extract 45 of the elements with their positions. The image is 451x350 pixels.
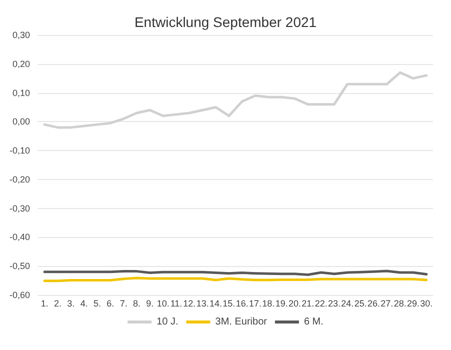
x-tick-label: 4.	[80, 298, 88, 308]
x-tick-label: 27.	[380, 298, 394, 308]
x-tick-label: 16.	[236, 298, 248, 308]
x-tick-label: 6.	[106, 298, 114, 308]
x-tick-label: 18.	[262, 298, 275, 308]
x-tick-label: 13.	[196, 298, 209, 308]
x-tick-label: 25.	[354, 298, 367, 308]
x-tick-label: 7.	[120, 298, 128, 308]
x-tick-label: 15.	[222, 298, 236, 308]
y-tick-label: 0,30	[12, 30, 30, 40]
x-tick-label: 8.	[132, 298, 141, 308]
y-tick-label: 0,00	[12, 116, 30, 127]
legend-label: 3M. Euribor	[215, 316, 268, 328]
x-tick-label: 24.	[341, 298, 354, 308]
x-tick-label: 11.	[170, 298, 182, 308]
x-tick-label: 1.	[40, 298, 48, 308]
x-tick-label: 5.	[93, 298, 102, 308]
x-tick-label: 26.	[367, 298, 380, 308]
x-tick-label: 20.	[288, 298, 302, 308]
x-tick-label: 28.	[394, 298, 406, 308]
y-tick-label: -0,30	[9, 203, 30, 214]
y-tick-label: -0,40	[9, 232, 30, 242]
x-tick-label: 22.	[314, 298, 328, 308]
x-tick-label: 14.	[209, 298, 222, 308]
y-tick-label: -0,20	[9, 174, 30, 184]
legend-label: 10 J.	[156, 316, 178, 328]
y-tick-label: -0,60	[9, 290, 30, 300]
x-tick-label: 12.	[183, 298, 196, 308]
y-tick-label: -0,50	[9, 261, 30, 272]
x-tick-label: 17.	[248, 298, 262, 308]
x-tick-label: 3.	[67, 298, 75, 308]
legend-label: 6 M.	[304, 316, 324, 328]
x-tick-label: 9.	[146, 298, 154, 308]
x-tick-label: 2.	[54, 298, 62, 308]
x-tick-label: 29.	[406, 298, 420, 308]
x-tick-label: 23.	[328, 298, 341, 308]
chart-title: Entwicklung September 2021	[134, 14, 317, 30]
y-tick-label: 0,20	[12, 58, 30, 69]
x-tick-label: 30.	[420, 298, 433, 308]
x-tick-label: 10.	[156, 298, 170, 308]
y-tick-label: -0,10	[9, 146, 30, 156]
x-tick-label: 19.	[275, 298, 288, 308]
y-tick-label: 0,10	[12, 88, 30, 98]
x-tick-label: 21.	[302, 298, 314, 308]
line-series	[43, 71, 428, 129]
